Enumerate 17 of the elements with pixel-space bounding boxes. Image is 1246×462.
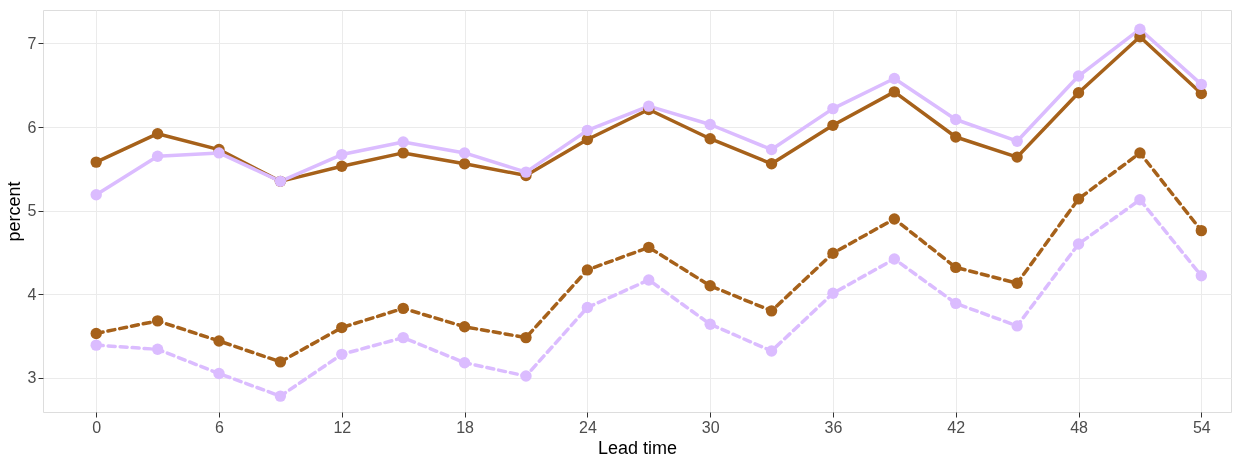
x-tick-label: 12 (333, 418, 352, 436)
y-tick-label: 5 (27, 202, 37, 220)
y-tick-label: 4 (27, 285, 37, 303)
y-tick-label: 6 (27, 118, 37, 136)
x-tick-label: 18 (456, 418, 475, 436)
x-tick-label: 6 (215, 418, 225, 436)
y-tick-label: 3 (27, 369, 37, 387)
x-tick-label: 48 (1070, 418, 1089, 436)
x-tick-label: 30 (701, 418, 720, 436)
x-axis-title: Lead time (597, 437, 678, 458)
x-tick-label: 42 (947, 418, 966, 436)
y-tick-label: 7 (27, 34, 37, 52)
x-tick-label: 36 (824, 418, 843, 436)
y-axis-title: percent (3, 181, 24, 242)
x-tick-label: 24 (578, 418, 597, 436)
x-tick-label: 54 (1192, 418, 1211, 436)
x-tick-label: 0 (92, 418, 102, 436)
